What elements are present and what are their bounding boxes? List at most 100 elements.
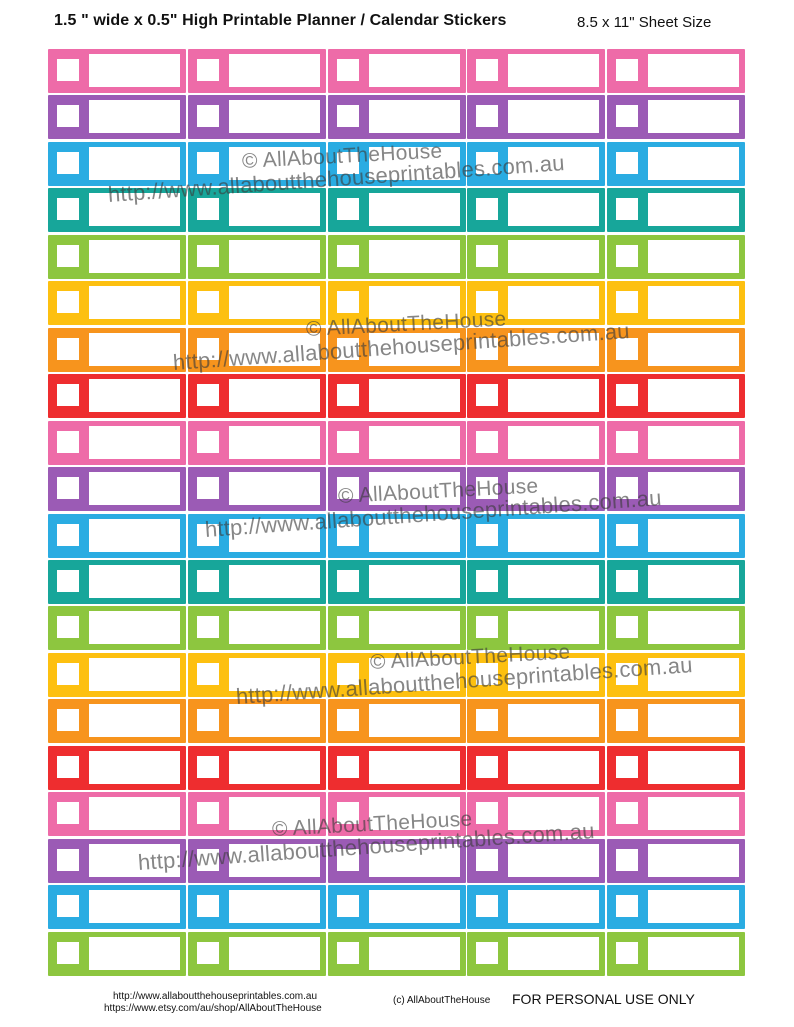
sticker-write-area (508, 750, 600, 784)
sticker-write-area (228, 657, 320, 691)
sticker (607, 652, 745, 697)
sticker-write-area (508, 611, 600, 645)
sticker-write-area (508, 657, 600, 691)
sticker-write-area (648, 564, 739, 598)
sticker-write-area (89, 936, 180, 970)
sticker-checkbox (616, 151, 638, 174)
sticker-write-area (89, 54, 180, 87)
sticker-write-area (368, 797, 460, 831)
sticker-write-area (89, 518, 180, 552)
sticker (467, 792, 606, 837)
sticker-row (48, 49, 745, 93)
sticker-write-area (508, 193, 600, 227)
sticker (327, 606, 466, 651)
sticker (48, 420, 186, 465)
sticker-checkbox (336, 384, 359, 407)
sticker-write-area (648, 146, 739, 180)
sticker-write-area (89, 425, 180, 459)
sticker-checkbox (336, 244, 359, 267)
sticker-write-area (508, 425, 600, 459)
sticker-checkbox (196, 616, 219, 639)
sticker-write-area (648, 704, 739, 738)
sticker-checkbox (336, 291, 359, 314)
sticker (327, 931, 466, 976)
sticker-write-area (368, 611, 460, 645)
sticker-checkbox (57, 151, 79, 174)
sticker-checkbox (57, 244, 79, 267)
sticker (467, 467, 606, 512)
sticker (48, 49, 186, 93)
sticker (607, 606, 745, 651)
page-title: 1.5 " wide x 0.5" High Printable Planner… (54, 12, 507, 29)
sticker-checkbox (336, 709, 359, 732)
sticker-write-area (228, 100, 320, 134)
sticker-write-area (368, 54, 460, 87)
sticker-checkbox (616, 709, 638, 732)
sticker-write-area (228, 611, 320, 645)
sticker (187, 49, 326, 93)
sticker-write-area (368, 379, 460, 413)
sticker (48, 234, 186, 279)
sticker-checkbox (476, 569, 499, 592)
sticker-write-area (89, 750, 180, 784)
sticker-checkbox (616, 384, 638, 407)
sticker (607, 885, 745, 930)
sticker (607, 838, 745, 883)
sticker-write-area (228, 704, 320, 738)
sticker (327, 281, 466, 326)
sticker-checkbox (336, 802, 359, 825)
sticker-write-area (228, 472, 320, 506)
sticker-checkbox (57, 430, 79, 453)
sticker-checkbox (476, 895, 499, 918)
sticker-write-area (228, 518, 320, 552)
sticker-write-area (368, 704, 460, 738)
sticker-checkbox (336, 616, 359, 639)
sticker-row (48, 327, 745, 372)
sticker-write-area (89, 379, 180, 413)
sticker-checkbox (476, 105, 499, 128)
sticker-write-area (368, 100, 460, 134)
sticker-checkbox (57, 523, 79, 546)
sticker-checkbox (57, 569, 79, 592)
sticker (607, 931, 745, 976)
sticker-checkbox (476, 662, 499, 685)
sticker-write-area (89, 843, 180, 877)
sticker (187, 467, 326, 512)
sticker-write-area (368, 936, 460, 970)
sticker-row (48, 559, 745, 604)
footer-website-link: http://www.allaboutthehouseprintables.co… (113, 991, 318, 1002)
sticker-checkbox (336, 337, 359, 360)
sticker-write-area (648, 472, 739, 506)
sticker-row (48, 792, 745, 837)
sticker-write-area (228, 379, 320, 413)
sticker-write-area (508, 472, 600, 506)
sticker-write-area (368, 890, 460, 924)
sticker (607, 699, 745, 744)
footer-license: FOR PERSONAL USE ONLY (512, 991, 695, 1007)
sticker-checkbox (616, 244, 638, 267)
sticker-checkbox (57, 105, 79, 128)
sticker-checkbox (476, 430, 499, 453)
sticker-checkbox (336, 755, 359, 778)
sticker (187, 234, 326, 279)
sticker-write-area (508, 332, 600, 366)
sticker (48, 606, 186, 651)
sticker-write-area (228, 425, 320, 459)
sticker (327, 95, 466, 140)
sticker-checkbox (336, 198, 359, 221)
sticker-write-area (508, 146, 600, 180)
sticker-checkbox (476, 616, 499, 639)
sticker-checkbox (616, 291, 638, 314)
sticker (187, 95, 326, 140)
sticker-checkbox (196, 523, 219, 546)
sticker (607, 49, 745, 93)
sticker (48, 327, 186, 372)
sticker (327, 559, 466, 604)
sticker-checkbox (336, 105, 359, 128)
sticker-write-area (648, 611, 739, 645)
sticker-checkbox (616, 198, 638, 221)
sticker-checkbox (336, 848, 359, 871)
sticker-write-area (508, 936, 600, 970)
sticker-write-area (648, 518, 739, 552)
sticker-checkbox (57, 477, 79, 500)
